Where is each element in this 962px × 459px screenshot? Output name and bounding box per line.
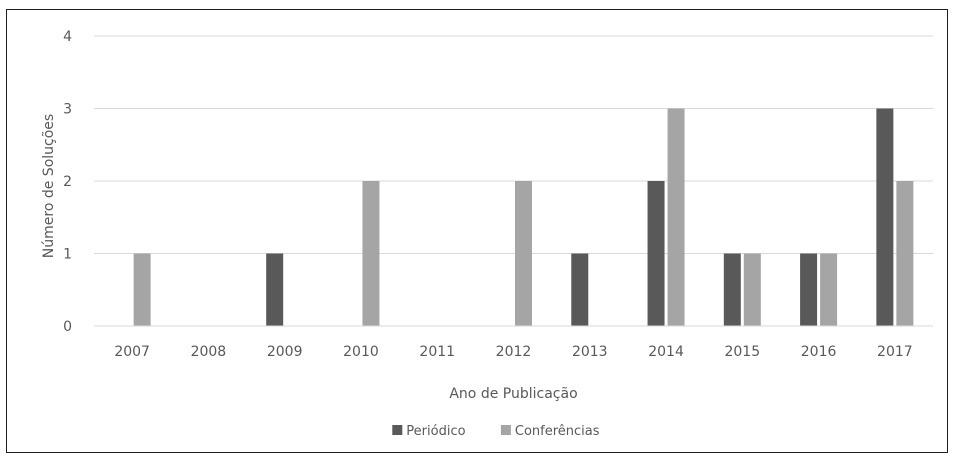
x-tick-label: 2017 bbox=[877, 344, 913, 360]
x-tick-label: 2010 bbox=[343, 344, 379, 360]
bar-conferencias-2017 bbox=[896, 181, 914, 326]
bar-conferencias-2012 bbox=[515, 181, 532, 326]
y-tick-label: 3 bbox=[63, 102, 72, 118]
bar-periodico-2013 bbox=[571, 253, 589, 326]
x-axis-ticks: 2007 2008 2009 2010 2011 2012 2013 2014 2015 2016… bbox=[114, 344, 912, 360]
bar-conferencias-2016 bbox=[820, 253, 838, 326]
bar-conferencias-2007 bbox=[133, 253, 151, 326]
x-tick-label: 2015 bbox=[724, 344, 760, 360]
y-axis-label: Número de Soluções bbox=[41, 114, 57, 258]
y-tick-label: 4 bbox=[63, 29, 72, 45]
x-tick-label: 2007 bbox=[114, 344, 150, 360]
y-tick-label: 0 bbox=[63, 319, 72, 335]
y-tick-label: 2 bbox=[63, 174, 72, 190]
y-axis-ticks: 0 1 2 3 4 bbox=[63, 29, 72, 335]
x-tick-label: 2008 bbox=[191, 344, 227, 360]
x-tick-label: 2011 bbox=[419, 344, 455, 360]
y-tick-label: 1 bbox=[63, 247, 72, 263]
gridlines bbox=[94, 35, 933, 254]
legend: Periódico Conferências bbox=[392, 424, 600, 439]
legend-swatch bbox=[392, 425, 403, 435]
x-tick-label: 2013 bbox=[572, 344, 608, 360]
bar-conferencias-2010 bbox=[362, 181, 380, 326]
legend-label: Conferências bbox=[515, 424, 600, 439]
bar-conferencias-2014 bbox=[667, 108, 685, 326]
x-tick-label: 2009 bbox=[267, 344, 303, 360]
bar-periodico-2017 bbox=[876, 108, 894, 326]
x-axis-label: Ano de Publicação bbox=[449, 386, 577, 402]
x-tick-label: 2012 bbox=[496, 344, 532, 360]
legend-label: Periódico bbox=[406, 424, 465, 439]
bar-periodico-2014 bbox=[647, 181, 665, 326]
bar-periodico-2016 bbox=[800, 253, 818, 326]
bars bbox=[133, 108, 914, 326]
bar-periodico-2015 bbox=[723, 253, 741, 326]
legend-swatch bbox=[500, 425, 511, 435]
x-tick-label: 2014 bbox=[648, 344, 684, 360]
bar-conferencias-2015 bbox=[743, 253, 761, 326]
x-tick-label: 2016 bbox=[801, 344, 837, 360]
bar-periodico-2009 bbox=[266, 253, 284, 326]
